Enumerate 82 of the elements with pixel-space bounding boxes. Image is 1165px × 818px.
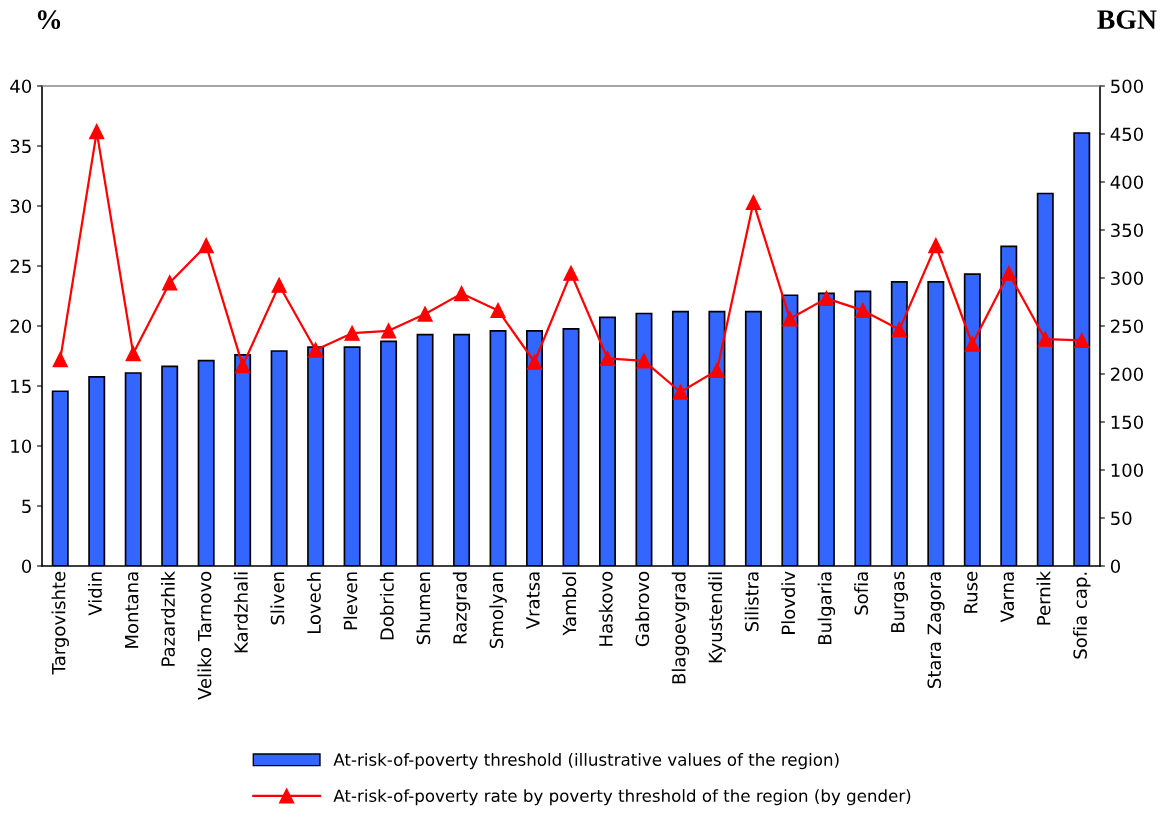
point	[745, 194, 762, 211]
y2-tick-label: 350	[1111, 223, 1143, 238]
point	[1074, 332, 1090, 349]
x-tick-label: Blagoevgrad	[671, 572, 690, 684]
point	[709, 362, 725, 379]
x-tick-label: Pleven	[343, 572, 358, 630]
x-tick-label: Yambol	[562, 572, 577, 636]
point	[453, 285, 470, 302]
point	[563, 265, 579, 281]
x-tick-label: Sliven	[270, 572, 285, 625]
x-tick-label: Pazardzhik	[160, 570, 175, 666]
x-tick-label: Montana	[125, 572, 139, 648]
point	[89, 123, 105, 140]
legend-label: At-risk-of-poverty rate by poverty threshold of the region (by gender)	[333, 789, 911, 806]
y2-axis-title: BGN	[1097, 10, 1157, 29]
point	[125, 345, 141, 362]
x-tick-label: Kyustendil	[708, 572, 726, 663]
x-tick-label: Plovdiv	[781, 571, 796, 634]
y-tick-label: 20	[10, 319, 32, 334]
point	[344, 325, 360, 341]
y-tick-label: 40	[10, 79, 32, 94]
point	[271, 277, 287, 293]
x-tick-label: Gabrovo	[635, 571, 650, 647]
point	[52, 351, 68, 368]
point	[782, 311, 798, 327]
x-tick-label: Vratsa	[526, 572, 540, 630]
y2-tick-label: 50	[1111, 511, 1132, 526]
y2-tick-label: 450	[1110, 127, 1143, 142]
x-tick-label: Sofia	[854, 572, 869, 615]
x-tick-label: Silistra	[744, 572, 759, 632]
y-tick-label: 10	[11, 439, 32, 454]
point	[235, 357, 251, 374]
x-tick-label: Ruse	[964, 571, 978, 613]
point	[599, 350, 616, 367]
x-tick-label: Sofia cap.	[1073, 572, 1091, 659]
x-tick-label: Lovech	[306, 572, 321, 634]
x-tick-label: Targovishte	[51, 571, 69, 675]
point	[855, 302, 871, 319]
x-tick-label: Smolyan	[489, 572, 507, 648]
y2-tick-label: 300	[1111, 271, 1143, 286]
x-tick-label: Burgas	[891, 571, 909, 632]
y2-tick-label: 400	[1110, 175, 1143, 190]
y-tick-label: 35	[10, 139, 31, 154]
point	[964, 336, 980, 352]
y2-tick-label: 250	[1111, 319, 1143, 334]
point	[1037, 331, 1053, 347]
y2-tick-label: 500	[1111, 79, 1143, 94]
x-tick-label: Dobrich	[379, 572, 394, 640]
x-tick-label: Vidin	[87, 572, 102, 616]
y-tick-label: 25	[10, 259, 31, 274]
y2-tick-label: 0	[1110, 559, 1121, 574]
point	[490, 302, 506, 319]
point	[891, 321, 907, 338]
point	[307, 342, 324, 358]
point	[162, 275, 178, 291]
x-tick-label: Bulgaria	[817, 572, 836, 644]
point	[818, 290, 835, 307]
point	[198, 237, 214, 254]
legend-label: At-risk-of-poverty threshold (illustrative values of the region)	[333, 753, 839, 770]
point	[672, 384, 689, 400]
y2-tick-label: 200	[1111, 367, 1143, 382]
x-tick-label: Kardzhali	[233, 572, 248, 653]
x-tick-label: Veliko Tarnovo	[197, 571, 212, 700]
point	[636, 353, 652, 369]
y-tick-label: 30	[10, 199, 32, 214]
y-axis-title: %	[37, 10, 61, 30]
x-tick-label: Pernik	[1036, 570, 1051, 625]
x-tick-label: Stara Zagora	[927, 572, 945, 688]
y-tick-label: 0	[21, 559, 32, 574]
x-tick-label: Shumen	[416, 572, 431, 645]
y2-tick-label: 100	[1111, 463, 1143, 478]
y2-tick-label: 150	[1111, 415, 1143, 430]
point	[417, 306, 433, 322]
point	[380, 323, 397, 339]
point	[526, 354, 543, 370]
x-tick-label: Haskovo	[598, 571, 613, 646]
x-tick-label: Razgrad	[452, 572, 471, 644]
point	[928, 237, 944, 254]
point	[1001, 265, 1017, 281]
y-tick-label: 5	[22, 499, 31, 514]
y-tick-label: 15	[11, 379, 31, 394]
x-tick-label: Varna	[1000, 572, 1015, 623]
